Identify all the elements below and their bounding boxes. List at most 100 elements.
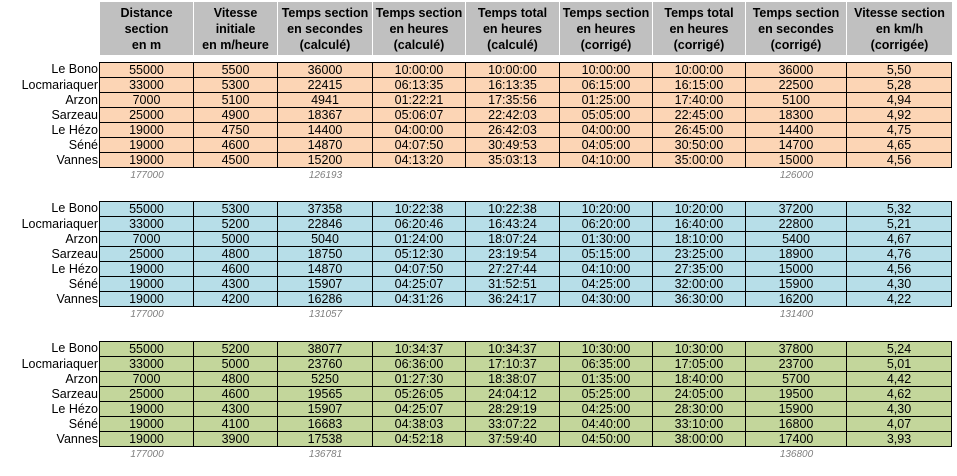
table-cell[interactable]: 01:30:00 bbox=[559, 232, 652, 247]
table-cell[interactable]: 17:35:56 bbox=[465, 93, 559, 108]
table-cell[interactable]: 04:52:18 bbox=[372, 432, 465, 447]
table-cell[interactable]: 15907 bbox=[277, 402, 372, 417]
table-cell[interactable]: 26:45:00 bbox=[652, 123, 745, 138]
table-cell[interactable]: 5500 bbox=[193, 62, 277, 78]
table-cell[interactable]: 37800 bbox=[745, 341, 846, 357]
table-cell[interactable]: 4,65 bbox=[846, 138, 952, 153]
table-cell[interactable]: 04:25:00 bbox=[559, 277, 652, 292]
table-cell[interactable]: 19565 bbox=[277, 387, 372, 402]
table-cell[interactable]: 04:38:03 bbox=[372, 417, 465, 432]
table-cell[interactable]: 4,75 bbox=[846, 123, 952, 138]
table-cell[interactable]: 4900 bbox=[193, 108, 277, 123]
table-cell[interactable]: 18367 bbox=[277, 108, 372, 123]
table-cell[interactable]: 04:10:00 bbox=[559, 153, 652, 168]
table-cell[interactable]: 05:06:07 bbox=[372, 108, 465, 123]
table-cell[interactable]: 33000 bbox=[99, 217, 193, 232]
table-cell[interactable]: 16:15:00 bbox=[652, 78, 745, 93]
table-cell[interactable]: 4500 bbox=[193, 153, 277, 168]
table-cell[interactable]: 4600 bbox=[193, 262, 277, 277]
table-cell[interactable]: 16:13:35 bbox=[465, 78, 559, 93]
table-cell[interactable]: 4200 bbox=[193, 292, 277, 307]
table-cell[interactable]: 10:30:00 bbox=[559, 341, 652, 357]
table-cell[interactable]: 36:24:17 bbox=[465, 292, 559, 307]
table-cell[interactable]: 04:40:00 bbox=[559, 417, 652, 432]
table-cell[interactable]: 19000 bbox=[99, 402, 193, 417]
table-cell[interactable]: 23700 bbox=[745, 357, 846, 372]
table-cell[interactable]: 19000 bbox=[99, 138, 193, 153]
table-cell[interactable]: 06:13:35 bbox=[372, 78, 465, 93]
table-cell[interactable]: 01:35:00 bbox=[559, 372, 652, 387]
table-cell[interactable]: 37200 bbox=[745, 201, 846, 217]
table-cell[interactable]: 16286 bbox=[277, 292, 372, 307]
table-cell[interactable]: 04:25:07 bbox=[372, 402, 465, 417]
table-cell[interactable]: 4750 bbox=[193, 123, 277, 138]
table-cell[interactable]: 36000 bbox=[277, 62, 372, 78]
table-cell[interactable]: 3900 bbox=[193, 432, 277, 447]
table-cell[interactable]: 5,24 bbox=[846, 341, 952, 357]
table-cell[interactable]: 19500 bbox=[745, 387, 846, 402]
table-cell[interactable]: 04:07:50 bbox=[372, 138, 465, 153]
table-cell[interactable]: 14400 bbox=[277, 123, 372, 138]
table-cell[interactable]: 10:00:00 bbox=[559, 62, 652, 78]
table-cell[interactable]: 22846 bbox=[277, 217, 372, 232]
table-cell[interactable]: 7000 bbox=[99, 232, 193, 247]
table-cell[interactable]: 25000 bbox=[99, 108, 193, 123]
table-cell[interactable]: 33:10:00 bbox=[652, 417, 745, 432]
table-cell[interactable]: 31:52:51 bbox=[465, 277, 559, 292]
table-cell[interactable]: 5100 bbox=[745, 93, 846, 108]
table-cell[interactable]: 04:31:26 bbox=[372, 292, 465, 307]
table-cell[interactable]: 27:35:00 bbox=[652, 262, 745, 277]
table-cell[interactable]: 17:10:37 bbox=[465, 357, 559, 372]
table-cell[interactable]: 4,56 bbox=[846, 262, 952, 277]
table-cell[interactable]: 4,22 bbox=[846, 292, 952, 307]
table-cell[interactable]: 4,42 bbox=[846, 372, 952, 387]
table-cell[interactable]: 19000 bbox=[99, 262, 193, 277]
table-cell[interactable]: 15907 bbox=[277, 277, 372, 292]
table-cell[interactable]: 04:30:00 bbox=[559, 292, 652, 307]
table-cell[interactable]: 24:05:00 bbox=[652, 387, 745, 402]
table-cell[interactable]: 05:25:00 bbox=[559, 387, 652, 402]
table-cell[interactable]: 10:20:00 bbox=[652, 201, 745, 217]
table-cell[interactable]: 17:40:00 bbox=[652, 93, 745, 108]
table-cell[interactable]: 5000 bbox=[193, 232, 277, 247]
table-cell[interactable]: 5000 bbox=[193, 357, 277, 372]
table-cell[interactable]: 18300 bbox=[745, 108, 846, 123]
table-cell[interactable]: 06:20:46 bbox=[372, 217, 465, 232]
table-cell[interactable]: 05:05:00 bbox=[559, 108, 652, 123]
table-cell[interactable]: 14700 bbox=[745, 138, 846, 153]
table-cell[interactable]: 4,67 bbox=[846, 232, 952, 247]
table-cell[interactable]: 4,07 bbox=[846, 417, 952, 432]
table-cell[interactable]: 38077 bbox=[277, 341, 372, 357]
table-cell[interactable]: 15900 bbox=[745, 277, 846, 292]
table-cell[interactable]: 10:22:38 bbox=[372, 201, 465, 217]
table-cell[interactable]: 4,62 bbox=[846, 387, 952, 402]
table-cell[interactable]: 33000 bbox=[99, 357, 193, 372]
table-cell[interactable]: 10:00:00 bbox=[372, 62, 465, 78]
table-cell[interactable]: 22800 bbox=[745, 217, 846, 232]
table-cell[interactable]: 35:00:00 bbox=[652, 153, 745, 168]
table-cell[interactable]: 4600 bbox=[193, 387, 277, 402]
table-cell[interactable]: 06:36:00 bbox=[372, 357, 465, 372]
table-cell[interactable]: 33000 bbox=[99, 78, 193, 93]
table-cell[interactable]: 04:07:50 bbox=[372, 262, 465, 277]
table-cell[interactable]: 15200 bbox=[277, 153, 372, 168]
table-cell[interactable]: 4,94 bbox=[846, 93, 952, 108]
table-cell[interactable]: 5,50 bbox=[846, 62, 952, 78]
table-cell[interactable]: 5300 bbox=[193, 78, 277, 93]
table-cell[interactable]: 05:12:30 bbox=[372, 247, 465, 262]
table-cell[interactable]: 25000 bbox=[99, 247, 193, 262]
table-cell[interactable]: 06:20:00 bbox=[559, 217, 652, 232]
table-cell[interactable]: 4941 bbox=[277, 93, 372, 108]
table-cell[interactable]: 18:07:24 bbox=[465, 232, 559, 247]
table-cell[interactable]: 01:24:00 bbox=[372, 232, 465, 247]
table-cell[interactable]: 16:40:00 bbox=[652, 217, 745, 232]
table-cell[interactable]: 10:30:00 bbox=[652, 341, 745, 357]
table-cell[interactable]: 4800 bbox=[193, 372, 277, 387]
table-cell[interactable]: 06:15:00 bbox=[559, 78, 652, 93]
table-cell[interactable]: 55000 bbox=[99, 62, 193, 78]
table-cell[interactable]: 3,93 bbox=[846, 432, 952, 447]
table-cell[interactable]: 18900 bbox=[745, 247, 846, 262]
table-cell[interactable]: 28:29:19 bbox=[465, 402, 559, 417]
table-cell[interactable]: 4800 bbox=[193, 247, 277, 262]
table-cell[interactable]: 04:25:07 bbox=[372, 277, 465, 292]
